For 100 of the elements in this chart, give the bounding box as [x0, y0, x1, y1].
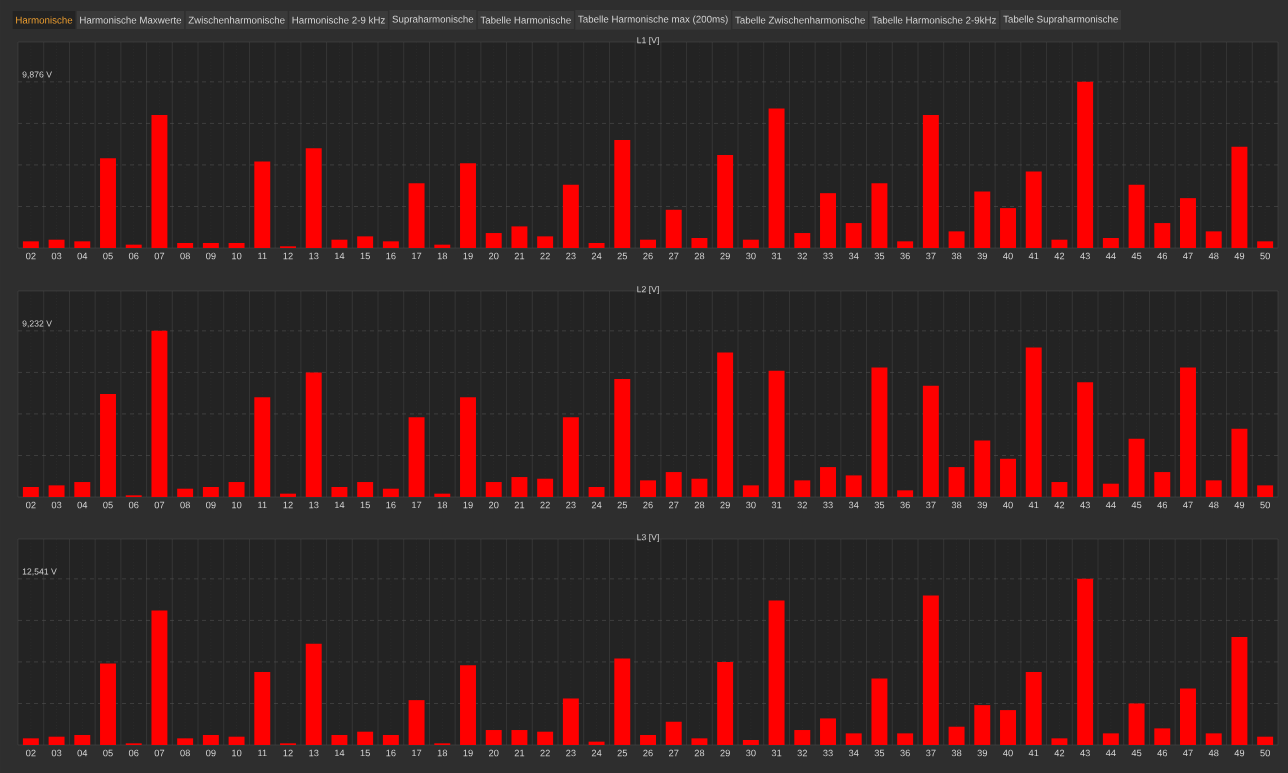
- bar: [768, 108, 785, 248]
- bar: [177, 488, 194, 497]
- bar: [871, 183, 888, 248]
- x-tick-label: 33: [823, 252, 833, 260]
- x-tick-label: 15: [360, 252, 370, 260]
- bar: [717, 661, 734, 745]
- bar: [768, 370, 785, 497]
- x-tick-label: 28: [694, 501, 705, 509]
- bar: [151, 330, 168, 497]
- x-tick-label: 33: [823, 501, 833, 509]
- x-tick-label: 10: [232, 749, 242, 757]
- bar: [74, 241, 91, 248]
- bar: [22, 241, 39, 248]
- bar: [845, 733, 862, 745]
- x-tick-label: 18: [437, 501, 448, 509]
- bar: [151, 610, 168, 745]
- x-tick-label: 32: [797, 749, 808, 757]
- x-tick-label: 47: [1183, 749, 1193, 757]
- x-tick-label: 26: [643, 252, 653, 260]
- x-tick-label: 18: [437, 749, 448, 757]
- x-tick-label: 22: [540, 749, 550, 757]
- bar: [640, 480, 656, 497]
- x-tick-label: 03: [51, 749, 62, 757]
- x-tick-label: 31: [771, 749, 782, 757]
- bar: [717, 154, 734, 248]
- bar: [48, 736, 65, 745]
- bar: [742, 485, 759, 497]
- bar: [1128, 438, 1145, 497]
- bar: [460, 163, 476, 248]
- x-tick-label: 21: [514, 749, 525, 757]
- bar: [177, 738, 194, 745]
- bar: [794, 730, 811, 745]
- bar: [1000, 458, 1016, 497]
- bar: [1231, 637, 1248, 745]
- x-tick-label: 06: [128, 749, 139, 757]
- chart-title: L2 [V]: [637, 285, 659, 294]
- x-tick-label: 22: [540, 501, 550, 509]
- bar: [151, 115, 168, 248]
- bar: [948, 231, 965, 248]
- bar: [1205, 231, 1222, 248]
- bar: [1077, 382, 1094, 497]
- x-tick-label: 40: [1003, 252, 1013, 260]
- x-tick-label: 24: [591, 501, 602, 509]
- x-tick-label: 02: [26, 252, 36, 260]
- x-tick-label: 48: [1208, 252, 1219, 260]
- bar: [820, 718, 836, 745]
- bar: [562, 698, 579, 745]
- bar: [100, 158, 116, 248]
- x-tick-label: 42: [1054, 749, 1065, 757]
- bar: [100, 393, 116, 497]
- bar: [1154, 472, 1171, 497]
- bar: [794, 480, 811, 497]
- x-tick-label: 41: [1028, 501, 1039, 509]
- bar: [48, 239, 65, 248]
- bar: [614, 140, 631, 248]
- x-tick-label: 44: [1105, 749, 1116, 757]
- bar: [305, 148, 322, 248]
- bar: [871, 678, 888, 745]
- x-tick-label: 24: [591, 749, 602, 757]
- bar: [537, 236, 554, 248]
- bar: [408, 183, 425, 248]
- bar: [1051, 482, 1068, 497]
- x-tick-label: 30: [746, 501, 756, 509]
- x-tick-label: 35: [874, 252, 885, 260]
- x-tick-label: 10: [232, 501, 242, 509]
- bar: [588, 243, 605, 248]
- text: Harmonische 2-9 kHz: [292, 16, 385, 24]
- bar: [640, 239, 656, 248]
- bar: [305, 372, 322, 497]
- x-tick-label: 50: [1260, 749, 1270, 757]
- x-tick-label: 23: [566, 749, 576, 757]
- bar: [1154, 223, 1171, 248]
- x-tick-label: 49: [1234, 252, 1245, 260]
- bar: [1051, 239, 1068, 248]
- bar: [1180, 198, 1196, 248]
- x-tick-label: 41: [1028, 252, 1039, 260]
- x-tick-label: 29: [720, 501, 730, 509]
- bar: [1257, 485, 1274, 497]
- bar: [1205, 733, 1222, 745]
- x-tick-label: 44: [1105, 501, 1116, 509]
- x-tick-label: 15: [360, 501, 370, 509]
- bar: [665, 472, 682, 497]
- bar: [382, 241, 399, 248]
- x-tick-label: 11: [258, 749, 267, 757]
- text: Tabelle Harmonische 2-9kHz: [872, 16, 996, 24]
- x-tick-label: 08: [180, 501, 190, 509]
- x-tick-label: 16: [386, 252, 396, 260]
- x-tick-label: 05: [103, 252, 113, 260]
- x-tick-label: 25: [617, 252, 628, 260]
- bar: [485, 482, 502, 497]
- x-tick-label: 41: [1028, 749, 1039, 757]
- x-tick-label: 31: [771, 501, 782, 509]
- text: 12,541 V: [22, 568, 57, 576]
- x-tick-label: 25: [617, 501, 628, 509]
- bar: [665, 209, 682, 248]
- x-tick-label: 05: [103, 501, 113, 509]
- x-tick-label: 05: [103, 749, 113, 757]
- x-tick-label: 02: [26, 749, 36, 757]
- x-tick-label: 16: [386, 749, 396, 757]
- x-tick-label: 17: [412, 252, 422, 260]
